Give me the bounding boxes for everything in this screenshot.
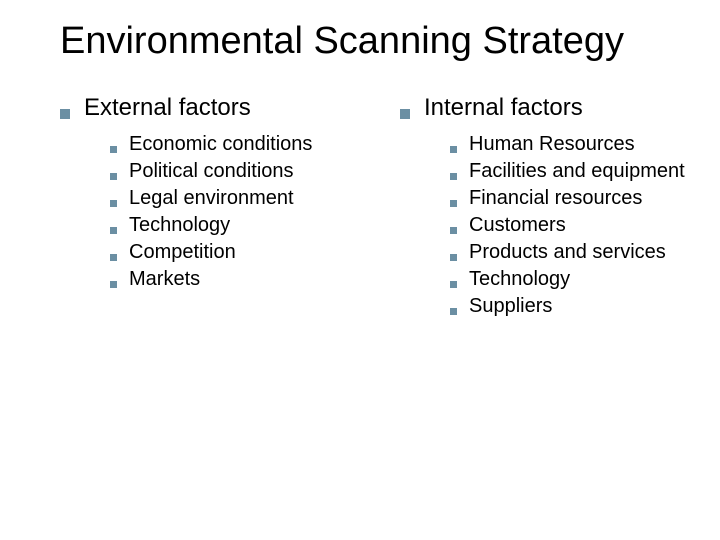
square-bullet-icon xyxy=(60,109,70,119)
list-item: Markets xyxy=(110,267,390,292)
content-columns: External factors Economic conditions Pol… xyxy=(60,94,720,322)
slide: Environmental Scanning Strategy External… xyxy=(0,0,720,540)
list-item-label: Customers xyxy=(469,213,566,238)
list-item-label: Technology xyxy=(129,213,230,238)
list-item: Technology xyxy=(110,213,390,238)
list-item: Legal environment xyxy=(110,186,390,211)
list-item: Suppliers xyxy=(450,294,700,319)
square-bullet-icon xyxy=(450,308,457,315)
square-bullet-icon xyxy=(110,173,117,180)
list-item: Customers xyxy=(450,213,700,238)
square-bullet-icon xyxy=(110,200,117,207)
square-bullet-icon xyxy=(400,109,410,119)
column-internal: Internal factors Human Resources Facilit… xyxy=(400,94,700,322)
list-item-label: Financial resources xyxy=(469,186,642,211)
list-item-label: Markets xyxy=(129,267,200,292)
square-bullet-icon xyxy=(110,146,117,153)
list-item: Technology xyxy=(450,267,700,292)
list-item-label: Suppliers xyxy=(469,294,552,319)
sublist-external: Economic conditions Political conditions… xyxy=(110,132,390,292)
list-item-label: Competition xyxy=(129,240,236,265)
list-item-label: Facilities and equipment xyxy=(469,159,685,184)
list-item-label: Economic conditions xyxy=(129,132,312,157)
square-bullet-icon xyxy=(450,146,457,153)
square-bullet-icon xyxy=(450,173,457,180)
column-heading: External factors xyxy=(84,94,251,123)
slide-title: Environmental Scanning Strategy xyxy=(60,20,720,64)
list-item-label: Products and services xyxy=(469,240,666,265)
square-bullet-icon xyxy=(110,254,117,261)
list-item: Products and services xyxy=(450,240,700,265)
list-item: External factors xyxy=(60,94,390,123)
square-bullet-icon xyxy=(450,200,457,207)
list-item: Human Resources xyxy=(450,132,700,157)
list-item-label: Political conditions xyxy=(129,159,294,184)
list-item-label: Technology xyxy=(469,267,570,292)
square-bullet-icon xyxy=(110,281,117,288)
list-item-label: Legal environment xyxy=(129,186,294,211)
column-heading: Internal factors xyxy=(424,94,583,123)
list-item: Financial resources xyxy=(450,186,700,211)
list-item: Economic conditions xyxy=(110,132,390,157)
square-bullet-icon xyxy=(450,227,457,234)
list-item-label: Human Resources xyxy=(469,132,635,157)
column-external: External factors Economic conditions Pol… xyxy=(60,94,390,322)
list-item: Facilities and equipment xyxy=(450,159,700,184)
list-item: Political conditions xyxy=(110,159,390,184)
square-bullet-icon xyxy=(450,281,457,288)
list-item: Internal factors xyxy=(400,94,700,123)
list-item: Competition xyxy=(110,240,390,265)
square-bullet-icon xyxy=(110,227,117,234)
square-bullet-icon xyxy=(450,254,457,261)
sublist-internal: Human Resources Facilities and equipment… xyxy=(450,132,700,319)
